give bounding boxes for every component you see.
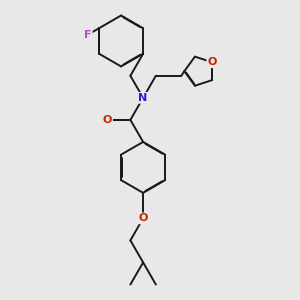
Text: O: O <box>207 57 217 67</box>
Text: F: F <box>84 30 92 40</box>
Text: N: N <box>139 93 148 103</box>
Text: O: O <box>138 213 148 223</box>
Text: O: O <box>103 115 112 125</box>
